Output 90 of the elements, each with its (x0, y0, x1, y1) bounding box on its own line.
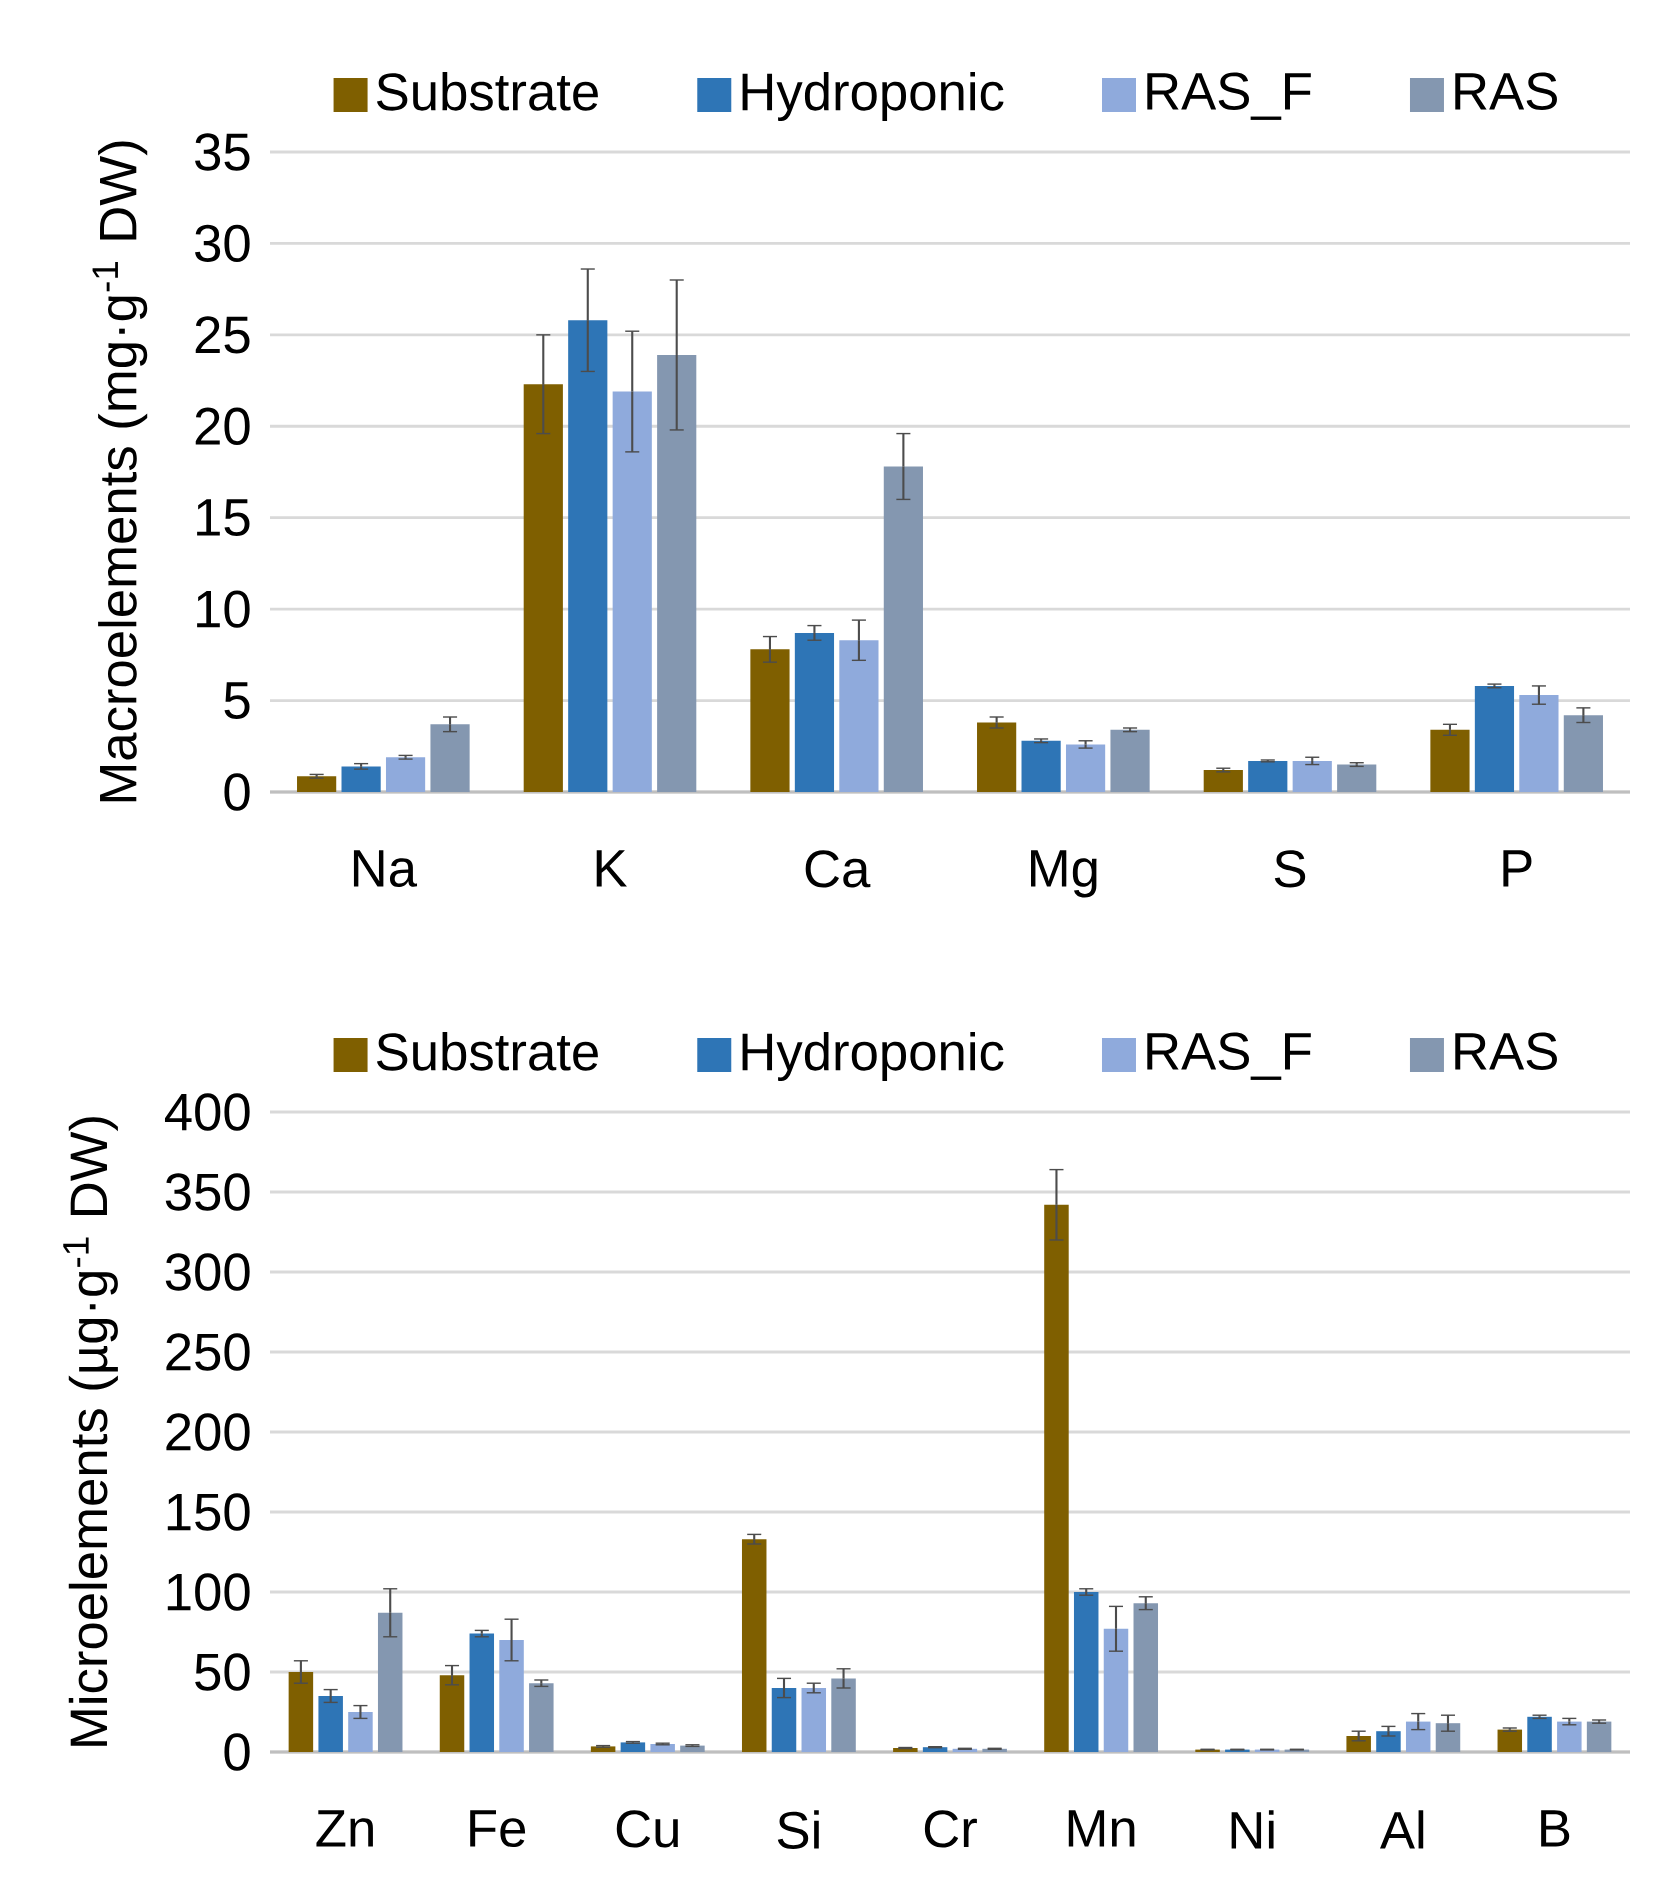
bar (883, 466, 923, 792)
y-tick-label: 100 (167, 1573, 250, 1611)
x-tick-label: B (1541, 1810, 1570, 1847)
y-tick-label: 35 (195, 133, 250, 171)
legend-label: Substrate (376, 1031, 598, 1071)
y-tick-label: 250 (166, 1333, 250, 1371)
y-tick-label: 25 (195, 316, 250, 354)
y-axis-title: Macroelements (mg·g$^{-1}$ DW) (92, 141, 148, 802)
y-tick-label: 400 (164, 1093, 250, 1131)
y-tick-label: 20 (195, 407, 250, 445)
x-tick-label: Al (1380, 1810, 1424, 1849)
y-tick-label: 300 (165, 1253, 250, 1291)
y-tick-label: 150 (167, 1493, 250, 1531)
x-tick-label: K (596, 850, 627, 887)
bar (1346, 1736, 1371, 1752)
y-tick-label: 0 (224, 1733, 250, 1771)
bar (348, 1711, 373, 1752)
bar (1497, 1729, 1523, 1752)
bar (469, 1633, 495, 1752)
bar (1557, 1721, 1582, 1752)
bar (430, 724, 470, 792)
y-tick-label: 30 (195, 224, 250, 263)
bar (977, 722, 1017, 792)
y-tick-label: 15 (197, 499, 250, 537)
bar (1065, 744, 1106, 792)
legend-label: RAS_F (1147, 72, 1311, 120)
legend-label: RAS (1455, 1032, 1557, 1070)
bar (1405, 1721, 1431, 1752)
bar (1073, 1592, 1099, 1752)
bar (385, 757, 426, 792)
y-tick-label: 0 (224, 773, 250, 811)
bar (377, 1612, 403, 1752)
bar (750, 649, 790, 792)
bar (288, 1672, 314, 1752)
bar (1430, 729, 1470, 792)
bar (499, 1640, 524, 1752)
bar (1527, 1716, 1552, 1752)
bar (341, 766, 381, 792)
bar (771, 1688, 797, 1752)
bar (794, 632, 835, 792)
bar (318, 1695, 343, 1752)
y-tick-label: 50 (195, 1653, 250, 1691)
bar (1435, 1723, 1461, 1752)
bar (1103, 1628, 1129, 1752)
y-tick-label: 350 (165, 1173, 250, 1211)
legend-label: RAS (1455, 72, 1557, 110)
legend-label: Hydroponic (742, 71, 1004, 122)
bar (1376, 1731, 1401, 1752)
bar (1337, 764, 1377, 792)
bar (1133, 1603, 1159, 1752)
bar (1474, 685, 1515, 792)
x-tick-label: Na (353, 850, 418, 888)
bar (1563, 715, 1603, 792)
bar (801, 1688, 827, 1752)
legend-label: RAS_F (1147, 1032, 1311, 1080)
bar (529, 1683, 554, 1752)
bar (831, 1678, 856, 1752)
x-tick-label: Ni (1231, 1810, 1274, 1849)
bar (657, 354, 697, 792)
bar (1203, 770, 1243, 792)
y-tick-label: 200 (166, 1413, 250, 1451)
y-axis-title: Microelements (µg·g$^{-1}$ DW) (63, 1117, 118, 1746)
bar (297, 776, 337, 792)
bar (1248, 760, 1288, 792)
bar (612, 391, 652, 792)
x-tick-label: Cr (924, 1810, 977, 1848)
y-tick-label: 10 (197, 590, 250, 628)
bar (568, 320, 608, 792)
bar (523, 384, 563, 792)
x-tick-label: Mn (1068, 1810, 1135, 1847)
y-tick-label: 5 (224, 682, 250, 719)
bar (741, 1539, 767, 1752)
x-tick-label: Zn (316, 1810, 373, 1847)
x-tick-label: Fe (470, 1810, 526, 1848)
legend-label: Substrate (376, 71, 598, 111)
x-tick-label: Mg (1031, 850, 1097, 898)
bar (839, 640, 879, 792)
bar (1110, 729, 1150, 792)
x-tick-label: Ca (805, 850, 871, 888)
bar (1519, 695, 1559, 792)
bar (1586, 1721, 1612, 1752)
x-tick-label: S (1274, 850, 1306, 888)
bar (1021, 740, 1061, 792)
bar (439, 1675, 465, 1752)
bar (1044, 1204, 1069, 1752)
x-tick-label: Si (777, 1810, 819, 1849)
x-tick-label: P (1503, 850, 1532, 887)
bar (1292, 760, 1332, 792)
x-tick-label: Cu (616, 1810, 678, 1848)
legend-label: Hydroponic (742, 1031, 1004, 1082)
